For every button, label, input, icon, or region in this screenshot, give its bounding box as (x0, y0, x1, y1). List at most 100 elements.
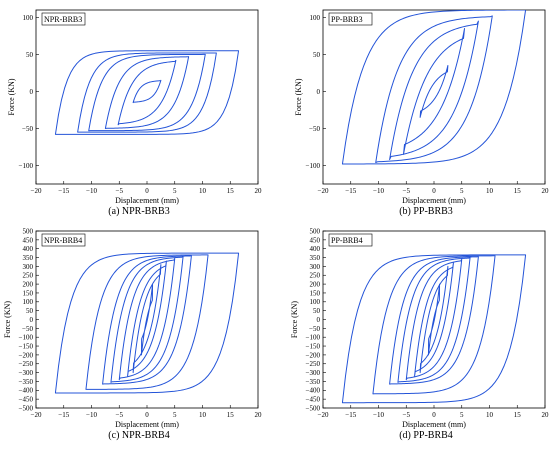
y-tick-label: 0 (30, 316, 34, 324)
x-axis-label: Displacement (mm) (402, 196, 466, 205)
x-tick-label: −10 (373, 411, 384, 419)
hysteresis-loop-5 (77, 52, 217, 133)
y-tick-label: 50 (313, 51, 321, 59)
x-tick-label: 5 (173, 411, 177, 419)
y-tick-label: 450 (23, 236, 34, 244)
x-tick-label: 0 (145, 187, 149, 195)
y-tick-label: 200 (310, 281, 321, 289)
x-tick-label: −20 (31, 187, 42, 195)
x-tick-label: −15 (58, 411, 69, 419)
legend-box (328, 12, 373, 26)
x-tick-label: 10 (199, 187, 207, 195)
y-tick-label: 100 (23, 298, 34, 306)
legend-label: PP-BRB3 (331, 15, 363, 24)
hysteresis-loop-7 (372, 255, 496, 395)
x-tick-label: 5 (460, 187, 464, 195)
y-tick-label: 350 (310, 254, 321, 262)
x-tick-label: 20 (542, 187, 550, 195)
y-tick-label: −150 (19, 342, 34, 350)
panel-caption: (b) PP-BRB3 (399, 206, 453, 217)
y-tick-label: −200 (306, 351, 321, 359)
x-tick-label: 20 (542, 411, 550, 419)
hysteresis-loop-8 (341, 254, 527, 404)
curve-group (341, 254, 527, 404)
y-tick-label: 500 (310, 227, 321, 235)
panel-caption: (c) NPR-BRB4 (108, 430, 169, 441)
y-tick-label: 150 (310, 289, 321, 297)
y-tick-label: 0 (30, 88, 34, 96)
y-tick-label: −100 (19, 162, 34, 170)
chart-panel-3: −20 −15 −10 −5 0 5 10 15 20−500−450−400−350−300−… (3, 227, 262, 441)
y-tick-label: 200 (23, 281, 34, 289)
x-tick-label: 15 (514, 411, 522, 419)
x-tick-label: 20 (255, 411, 263, 419)
hysteresis-loop-3 (104, 56, 190, 129)
hysteresis-loop-2 (402, 28, 466, 155)
x-tick-label: 10 (486, 411, 494, 419)
y-tick-label: −150 (306, 342, 321, 350)
x-tick-label: 0 (432, 411, 436, 419)
y-tick-label: −350 (19, 378, 34, 386)
panel-caption: (d) PP-BRB4 (399, 430, 453, 441)
curve-group (54, 252, 240, 394)
hysteresis-loop-4 (88, 53, 206, 132)
y-tick-label: 0 (317, 88, 321, 96)
plot-frame (35, 9, 259, 185)
y-tick-label: −100 (306, 162, 321, 170)
x-tick-label: 5 (460, 411, 464, 419)
hysteresis-loop-2 (419, 265, 449, 374)
y-tick-label: 50 (26, 51, 34, 59)
legend-box (328, 233, 373, 247)
x-tick-label: −20 (318, 411, 329, 419)
y-axis-label: Force (KN) (3, 301, 12, 338)
x-tick-label: 20 (255, 187, 263, 195)
y-tick-label: −450 (306, 396, 321, 404)
hysteresis-loop-2 (132, 264, 162, 374)
y-axis-label: Force (KN) (290, 301, 299, 338)
y-tick-label: 250 (310, 272, 321, 280)
x-tick-label: −15 (345, 187, 356, 195)
chart-panel-4: −20 −15 −10 −5 0 5 10 15 20−500−450−400−350−300−… (290, 227, 549, 441)
curve-group (341, 10, 527, 165)
plot-frame (322, 9, 546, 185)
y-tick-label: 500 (23, 227, 34, 235)
y-tick-label: 0 (317, 316, 321, 324)
x-tick-label: 10 (486, 187, 494, 195)
y-tick-label: 300 (23, 263, 34, 271)
x-tick-label: −5 (403, 187, 411, 195)
hysteresis-loop-4 (375, 15, 493, 164)
hysteresis-loop-1 (419, 65, 449, 118)
y-axis-label: Force (KN) (294, 78, 303, 115)
x-tick-label: 0 (432, 187, 436, 195)
x-axis-label: Displacement (mm) (402, 420, 466, 429)
y-tick-label: 350 (23, 254, 34, 262)
x-tick-label: 15 (227, 411, 235, 419)
hysteresis-loop-2 (117, 59, 177, 126)
x-tick-label: −15 (58, 187, 69, 195)
hysteresis-loop-1 (132, 79, 162, 104)
y-tick-label: −450 (19, 396, 34, 404)
y-tick-label: 100 (310, 14, 321, 22)
y-tick-label: −50 (22, 125, 33, 133)
y-tick-label: 250 (23, 272, 34, 280)
y-tick-label: −250 (19, 360, 34, 368)
hysteresis-loop-5 (397, 257, 471, 383)
y-tick-label: −400 (306, 387, 321, 395)
x-axis-label: Displacement (mm) (115, 420, 179, 429)
x-tick-label: −10 (373, 187, 384, 195)
legend-box (41, 233, 86, 247)
y-tick-label: −200 (19, 351, 34, 359)
x-tick-label: −20 (318, 187, 329, 195)
chart-panel-2: −20 −15 −10 −5 0 5 10 15 20−100−50050100Displace… (294, 9, 550, 217)
y-tick-label: 50 (26, 307, 34, 315)
hysteresis-loop-4 (405, 258, 463, 381)
x-tick-label: 5 (173, 187, 177, 195)
y-tick-label: −300 (19, 369, 34, 377)
chart-panel-1: −20 −15 −10 −5 0 5 10 15 20−100−50050100Displace… (7, 9, 263, 217)
x-tick-label: −15 (345, 411, 356, 419)
y-tick-label: −400 (19, 387, 34, 395)
y-tick-label: −50 (22, 325, 33, 333)
y-tick-label: 100 (23, 14, 34, 22)
y-tick-label: −50 (309, 125, 320, 133)
